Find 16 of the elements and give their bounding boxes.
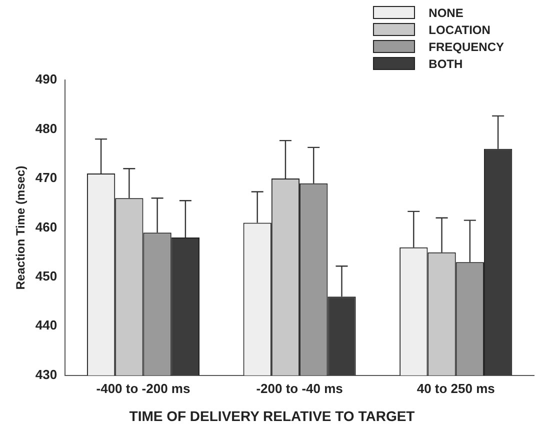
y-axis-title: Reaction Time (msec) [14, 166, 28, 290]
x-tick-label: 40 to 250 ms [416, 380, 495, 396]
y-tick-label: 440 [35, 318, 58, 333]
y-tick-label: 460 [35, 219, 58, 234]
y-tick-label: 490 [35, 72, 58, 87]
x-tick-label: -200 to -40 ms [256, 380, 343, 396]
legend-label: LOCATION [428, 22, 490, 36]
y-tick-label: 480 [35, 120, 58, 136]
y-tick-label: 450 [35, 268, 58, 284]
y-tick-label: 430 [35, 366, 58, 382]
legend-label: FREQUENCY [428, 40, 504, 54]
x-axis-title: TIME OF DELIVERY RELATIVE TO TARGET [128, 408, 416, 424]
y-tick-label: 470 [35, 170, 58, 186]
legend-label: NONE [428, 6, 464, 20]
x-tick-label: -400 to -200 ms [96, 380, 190, 396]
legend-label: BOTH [428, 56, 463, 70]
